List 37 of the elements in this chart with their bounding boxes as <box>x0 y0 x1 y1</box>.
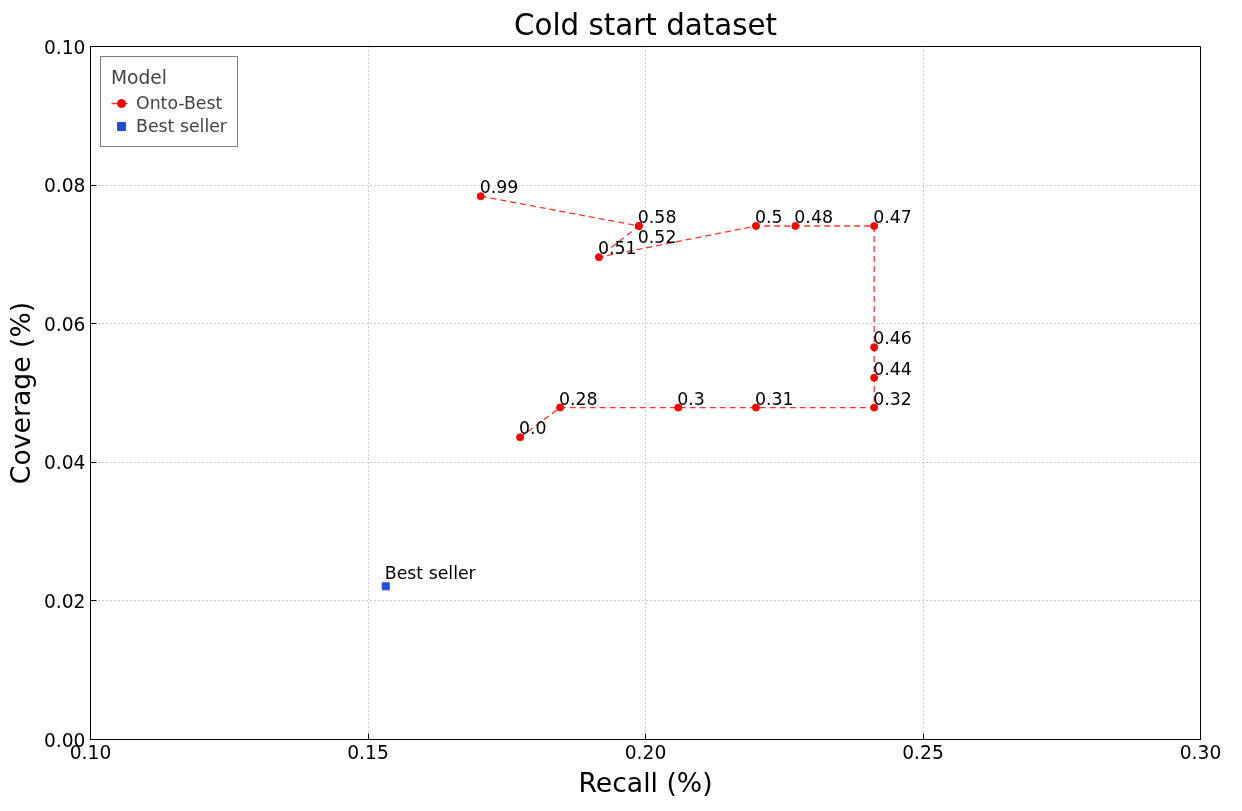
annotation: Best seller <box>384 563 477 584</box>
point <box>870 343 879 352</box>
x-tick-label: 0.30 <box>1179 741 1222 763</box>
annotation: 0.44 <box>873 358 912 379</box>
point <box>594 253 603 262</box>
x-tick-label: 0.20 <box>624 741 667 763</box>
point <box>751 221 760 230</box>
annotation: 0.31 <box>754 388 794 409</box>
point <box>476 192 485 201</box>
annotation: 0.48 <box>794 206 833 227</box>
point <box>381 582 390 591</box>
annotation: 0.28 <box>559 388 598 409</box>
y-tick-label: 0.10 <box>43 36 86 58</box>
y-tick-label: 0.04 <box>43 452 86 474</box>
annotation: 0.46 <box>873 328 912 349</box>
y-tick-label: 0.02 <box>43 590 86 612</box>
annotation: 0.51 <box>597 238 637 259</box>
legend-title: Model <box>111 67 168 88</box>
point <box>516 433 525 442</box>
x-tick-label: 0.15 <box>347 741 389 763</box>
legend-label: Best seller <box>136 116 227 136</box>
annotation: 0.52 <box>637 226 677 247</box>
annotation: 0.58 <box>637 206 677 227</box>
annotation: 0.0 <box>519 418 547 439</box>
annotation: 0.32 <box>873 388 912 409</box>
y-tick-label: 0.06 <box>43 313 86 335</box>
annotation: 0.5 <box>754 206 783 227</box>
point <box>751 403 760 412</box>
x-axis-title: Recall (%) <box>578 766 713 798</box>
x-tick-label: 0.25 <box>902 741 944 763</box>
annotation: 0.99 <box>479 177 519 198</box>
y-axis-title: Coverage (%) <box>4 301 36 485</box>
chart-title: Cold start dataset <box>513 7 778 42</box>
legend-label: Onto-Best <box>136 93 223 113</box>
annotation: 0.47 <box>873 206 912 227</box>
y-tick-label: 0.08 <box>43 175 86 197</box>
annotation: 0.3 <box>677 388 705 409</box>
